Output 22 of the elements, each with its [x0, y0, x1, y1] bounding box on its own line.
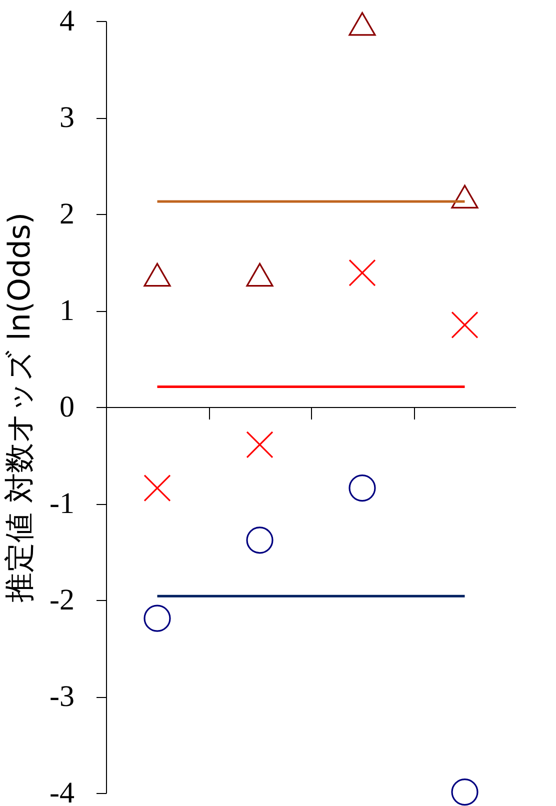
point — [348, 474, 376, 502]
point — [144, 604, 171, 632]
y-tick-label: -3 — [50, 680, 74, 713]
point — [451, 778, 478, 806]
y-tick-label: 3 — [60, 101, 74, 134]
point — [451, 311, 478, 339]
y-tick-label: 1 — [60, 294, 74, 327]
point — [246, 262, 274, 287]
point — [348, 12, 376, 36]
y-tick-label: -2 — [50, 584, 74, 616]
y-tick-label: 4 — [60, 4, 74, 38]
y-tick-label: 2 — [60, 198, 74, 230]
y-tick-label: -4 — [50, 776, 74, 806]
y-axis-title: 推定値 対数オッズ ln(Odds) — [2, 212, 38, 603]
point — [348, 259, 376, 286]
point — [246, 526, 274, 554]
y-tick-label: 0 — [60, 390, 74, 424]
y-tick-label: -1 — [50, 487, 74, 520]
point — [451, 184, 478, 208]
point — [246, 431, 274, 458]
point — [144, 474, 171, 502]
point — [144, 262, 171, 287]
